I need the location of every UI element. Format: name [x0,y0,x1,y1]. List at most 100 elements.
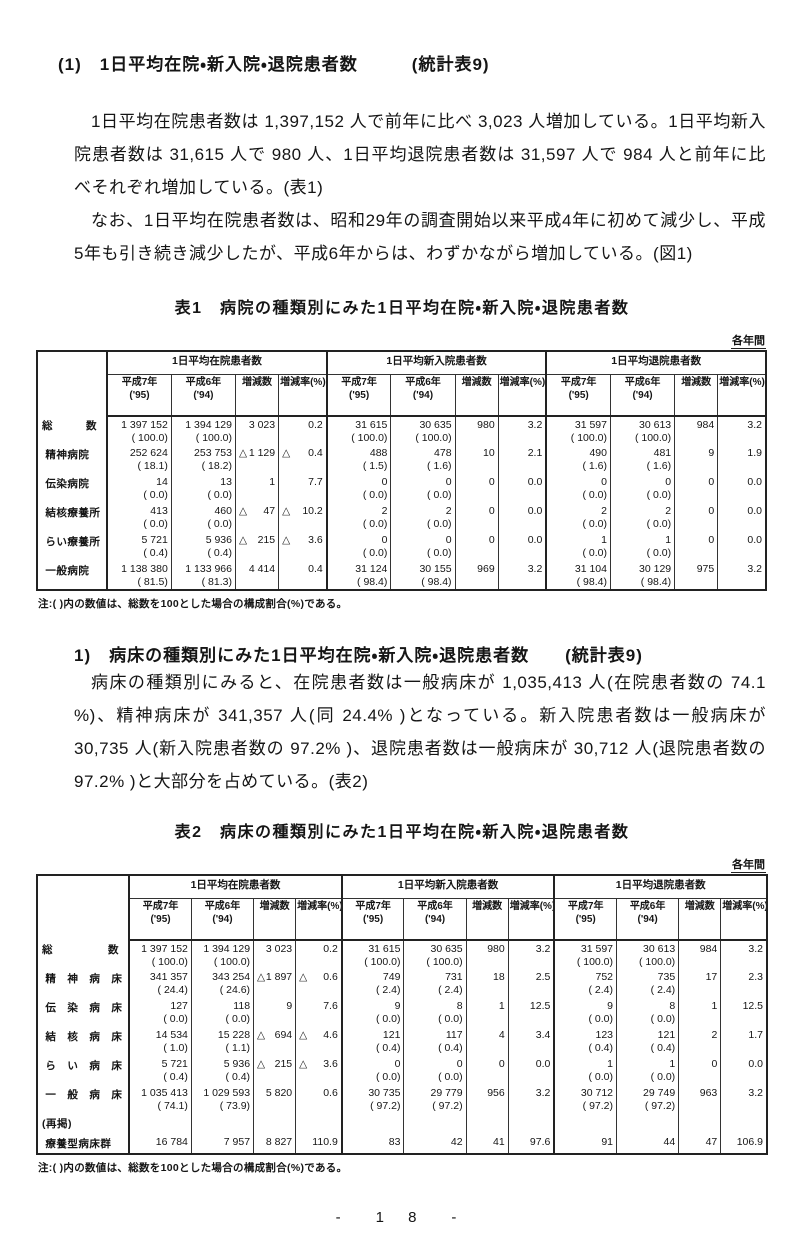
table-cell: 0.0 [507,1056,555,1085]
table1-title: 表1 病院の種類別にみた1日平均在院・新入院・退院患者数 [174,300,630,317]
column-header: 平成7年 ('95) [340,898,404,941]
table-cell: 110.9 [295,1134,342,1154]
row-label: 精神病院 [42,449,90,461]
table-cell: 749( 2.4) [340,969,404,998]
column-header: 平成7年 ('95) [106,374,172,417]
table-cell: 14 534( 1.0) [128,1027,192,1056]
group-header: 1日平均新入院患者数 [325,351,547,375]
column-header: 増減率(%) [717,374,766,417]
table-cell: 0.0 [497,532,547,561]
column-header: 増減率(%) [295,898,342,941]
table-cell: 5 721( 0.4) [106,532,172,561]
table-cell: 14( 0.0) [106,474,172,503]
table-cell: 984 [678,940,721,969]
table-cell: 29 749( 97.2) [616,1085,679,1114]
table-cell: 5 721( 0.4) [128,1056,192,1085]
column-header: 増減数 [253,898,296,941]
column-header: 平成7年 ('95) [128,898,192,941]
table-cell: 975 [674,561,718,590]
group-header: 1日平均在院患者数 [106,351,327,375]
table-cell [616,1114,679,1134]
table-cell: △ 1 897 [253,969,296,998]
table-cell: 956 [465,1085,509,1114]
table-cell: 121( 0.4) [616,1027,679,1056]
table-cell: 91 [553,1134,617,1154]
table-cell: 1 394 129( 100.0) [170,416,236,445]
table-cell: 343 254( 24.6) [190,969,254,998]
table-cell: 1.7 [720,1027,767,1056]
table-cell: 3.4 [507,1027,555,1056]
table-cell: △ 3.6 [295,1056,342,1085]
table-cell: 752( 2.4) [553,969,617,998]
table-cell: 7 957 [190,1134,254,1154]
table-cell: 2 [678,1027,721,1056]
decrease-triangle-icon: △ [299,1029,308,1041]
paragraph-3: 病床の種類別にみると、在院患者数は一般病床が 1,035,413 人(在院患者数… [74,673,766,791]
table-cell: 0 [454,532,499,561]
table-cell: 3.2 [720,1085,767,1114]
table-cell: 123( 0.4) [553,1027,617,1056]
group-header: 1日平均新入院患者数 [340,875,555,899]
table-cell: 341 357( 24.4) [128,969,192,998]
table-cell: 3.2 [717,416,766,445]
table-cell: 0 [674,532,718,561]
table-cell: 8( 0.0) [616,998,679,1027]
decrease-triangle-icon: △ [257,1058,266,1070]
table-cell: 0.0 [720,1056,767,1085]
table-cell: 735( 2.4) [616,969,679,998]
row-label: 伝染病院 [42,478,90,490]
table-cell: 106.9 [720,1134,767,1154]
row-label: 結 核 病 床 [42,1031,123,1043]
column-header: 増減率(%) [507,898,555,941]
table-cell: 1.9 [717,445,766,474]
table-cell: 963 [678,1085,721,1114]
table-cell: 0 [674,503,718,532]
table-cell: △ 47 [234,503,279,532]
table-cell: △ 215 [234,532,279,561]
table-cell: 1 [465,998,509,1027]
table-cell: 41 [465,1134,509,1154]
decrease-triangle-icon: △ [299,971,308,983]
table-cell: 18 [465,969,509,998]
table-cell: 10 [454,445,499,474]
table-cell: 4 [465,1027,509,1056]
table-cell [128,1114,192,1134]
table-cell: 47 [678,1134,721,1154]
table-cell: 30 735( 97.2) [340,1085,404,1114]
decrease-triangle-icon: △ [238,505,248,517]
table2-title: 表2 病床の種類別にみた1日平均在院・新入院・退院患者数 [174,824,630,841]
table-cell: 5 936( 0.4) [170,532,236,561]
table-cell: 478( 1.6) [390,445,456,474]
table-cell: 30 635( 100.0) [403,940,467,969]
table-cell: 1 397 152( 100.0) [128,940,192,969]
row-label: 総 数 [42,944,119,956]
table-cell: 4 414 [234,561,279,590]
table-cell [403,1114,467,1134]
table-cell: 9( 0.0) [340,998,404,1027]
table-cell: 1 138 380( 81.5) [106,561,172,590]
table-cell: 0( 0.0) [545,474,611,503]
decrease-triangle-icon: △ [299,1058,308,1070]
row-label: ら い 病 床 [42,1060,123,1072]
table-cell: 0.2 [295,940,342,969]
table-cell: 3.2 [717,561,766,590]
table-cell: 30 712( 97.2) [553,1085,617,1114]
table-cell: △ 10.2 [278,503,327,532]
group-header: 1日平均在院患者数 [128,875,342,899]
table-cell: 969 [454,561,499,590]
table-cell: 0.6 [295,1085,342,1114]
column-header: 増減数 [465,898,509,941]
table-cell: 2( 0.0) [609,503,675,532]
table-cell: 31 104( 98.4) [545,561,611,590]
table-cell: 1 397 152( 100.0) [106,416,172,445]
table-cell: 2.5 [507,969,555,998]
table-cell: 118( 0.0) [190,998,254,1027]
table-cell [465,1114,509,1134]
table-cell [190,1114,254,1134]
column-header: 増減数 [678,898,721,941]
table2: 1日平均在院患者数 1日平均新入院患者数 1日平均退院患者数 平成7年 ('95) 平成6… [36,874,768,1155]
table-cell: 0( 0.0) [340,1056,404,1085]
table-cell: △ 0.4 [278,445,327,474]
subsection-heading: 1) 病床の種類別にみた1日平均在院・新入院・退院患者数 (統計表9) [74,646,643,665]
table-cell: 3.2 [497,416,547,445]
